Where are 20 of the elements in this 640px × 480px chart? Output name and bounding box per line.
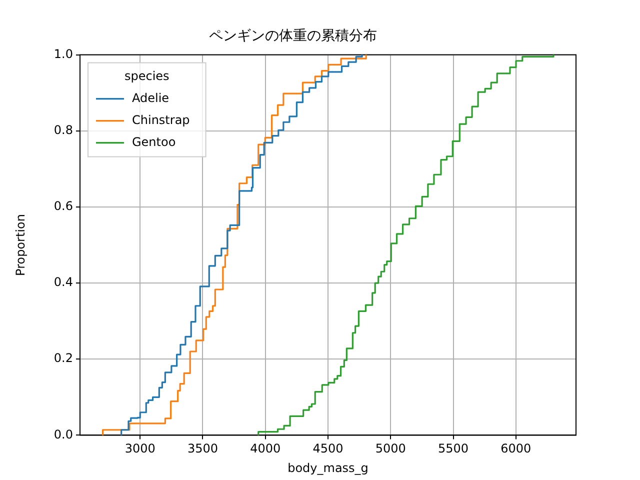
x-tick-label: 5000 xyxy=(375,442,406,456)
chart-title: ペンギンの体重の累積分布 xyxy=(209,28,377,44)
x-tick-label: 6000 xyxy=(500,442,532,456)
legend-label: Adelie xyxy=(132,90,170,105)
x-tick-label: 4000 xyxy=(250,442,281,456)
x-tick-label: 4500 xyxy=(312,442,344,456)
legend-label: Chinstrap xyxy=(132,112,190,127)
x-tick-label: 3500 xyxy=(187,442,218,456)
x-tick-label: 3000 xyxy=(124,442,156,456)
y-tick-label: 0.0 xyxy=(54,427,73,442)
y-tick-label: 1.0 xyxy=(54,46,73,61)
y-tick-label: 0.4 xyxy=(54,275,73,290)
y-tick-label: 0.8 xyxy=(54,123,73,138)
y-axis-title: Proportion xyxy=(13,214,28,276)
y-tick-label: 0.2 xyxy=(54,351,73,366)
x-axis-title: body_mass_g xyxy=(288,460,368,475)
y-tick-label: 0.6 xyxy=(54,199,73,214)
legend-label: Gentoo xyxy=(132,134,176,149)
x-tick-label: 5500 xyxy=(438,442,469,456)
legend-title: species xyxy=(124,68,170,83)
